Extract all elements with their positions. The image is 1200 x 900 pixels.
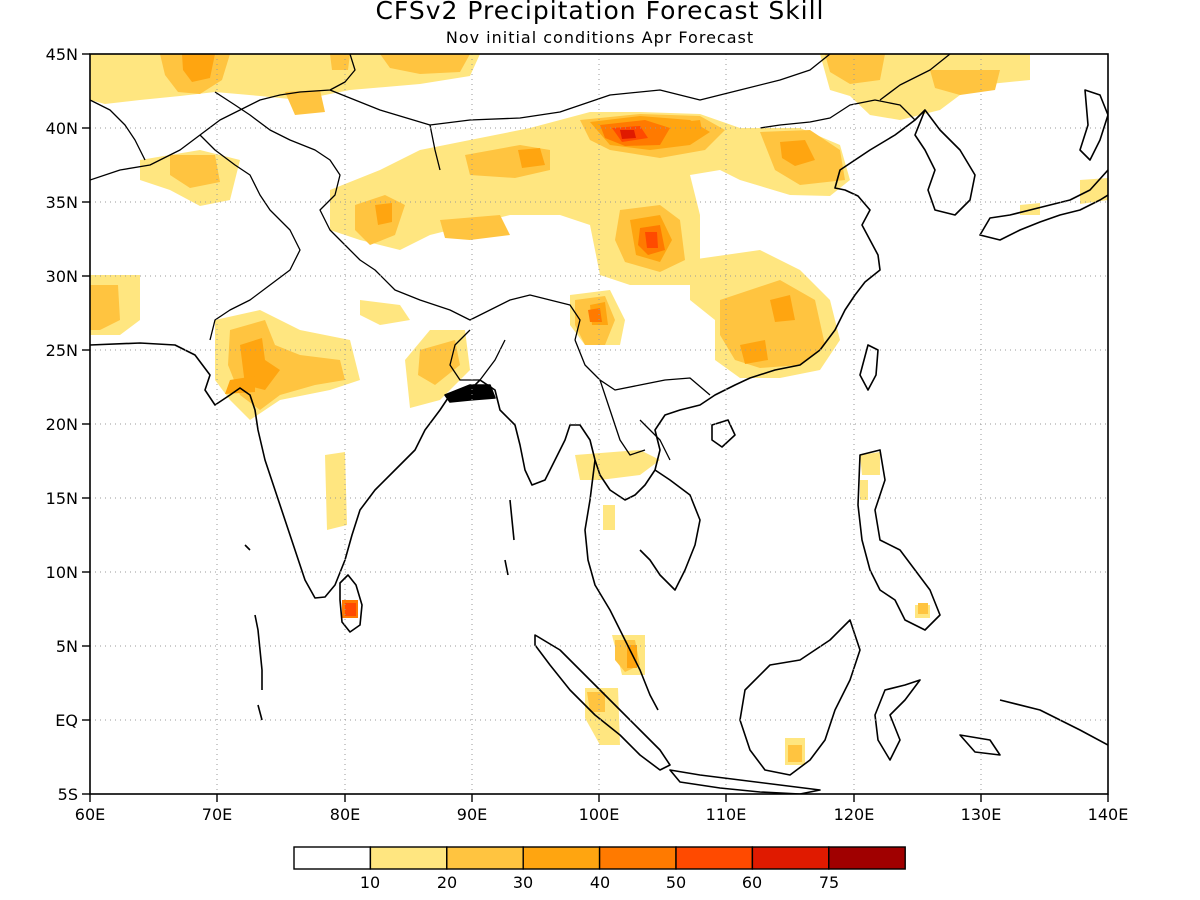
map-title: CFSv2 Precipitation Forecast Skill (375, 0, 825, 25)
lon-label: 140E (1088, 805, 1129, 824)
colorbar-swatch (369, 846, 448, 870)
colorbar-label: 40 (590, 873, 610, 892)
lat-label: 40N (46, 119, 78, 138)
axis-ticks (82, 53, 1109, 802)
colorbar-swatch (293, 846, 372, 870)
lat-label: 30N (46, 267, 78, 286)
colorbar-label: 20 (437, 873, 457, 892)
colorbar-swatch (522, 846, 601, 870)
colorbar-swatch (751, 846, 830, 870)
lat-label: EQ (55, 711, 78, 730)
lat-label: 15N (46, 489, 78, 508)
lat-label: 25N (46, 341, 78, 360)
colorbar-swatch (446, 846, 524, 870)
colorbar-swatch (598, 846, 677, 870)
map-subtitle: Nov initial conditions Apr Forecast (445, 28, 755, 47)
lon-label: 80E (330, 805, 360, 824)
colorbar: 10 20 30 40 50 60 75 (293, 846, 906, 892)
lat-label: 45N (46, 45, 78, 64)
colorbar-swatch (828, 846, 906, 870)
colorbar-label: 75 (819, 873, 839, 892)
colorbar-swatch (675, 846, 754, 870)
lon-label: 90E (457, 805, 487, 824)
colorbar-label: 60 (742, 873, 762, 892)
map-gridlines (90, 54, 1108, 794)
lat-label: 10N (46, 563, 78, 582)
lat-label: 5S (58, 785, 78, 804)
lat-label: 35N (46, 193, 78, 212)
lon-label: 120E (834, 805, 875, 824)
colorbar-label: 30 (513, 873, 533, 892)
lat-label: 20N (46, 415, 78, 434)
lon-label: 110E (706, 805, 747, 824)
lat-label: 5N (56, 637, 78, 656)
colorbar-label: 50 (666, 873, 686, 892)
lon-label: 60E (75, 805, 105, 824)
lon-label: 70E (202, 805, 232, 824)
lon-label: 100E (579, 805, 620, 824)
colorbar-label: 10 (360, 873, 380, 892)
lon-label: 130E (961, 805, 1002, 824)
coastlines (90, 54, 1108, 794)
